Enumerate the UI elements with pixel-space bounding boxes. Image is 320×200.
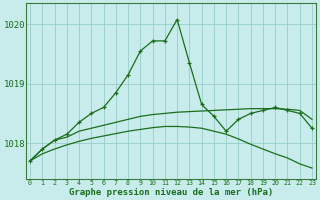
X-axis label: Graphe pression niveau de la mer (hPa): Graphe pression niveau de la mer (hPa) — [69, 188, 273, 197]
